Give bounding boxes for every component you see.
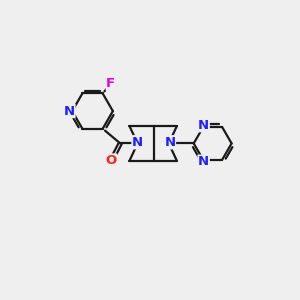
Text: N: N [198,155,209,168]
Text: N: N [132,136,143,149]
Text: N: N [198,119,209,132]
Text: F: F [106,77,115,90]
Text: N: N [164,136,175,149]
Text: N: N [64,105,75,118]
Text: O: O [105,154,117,167]
